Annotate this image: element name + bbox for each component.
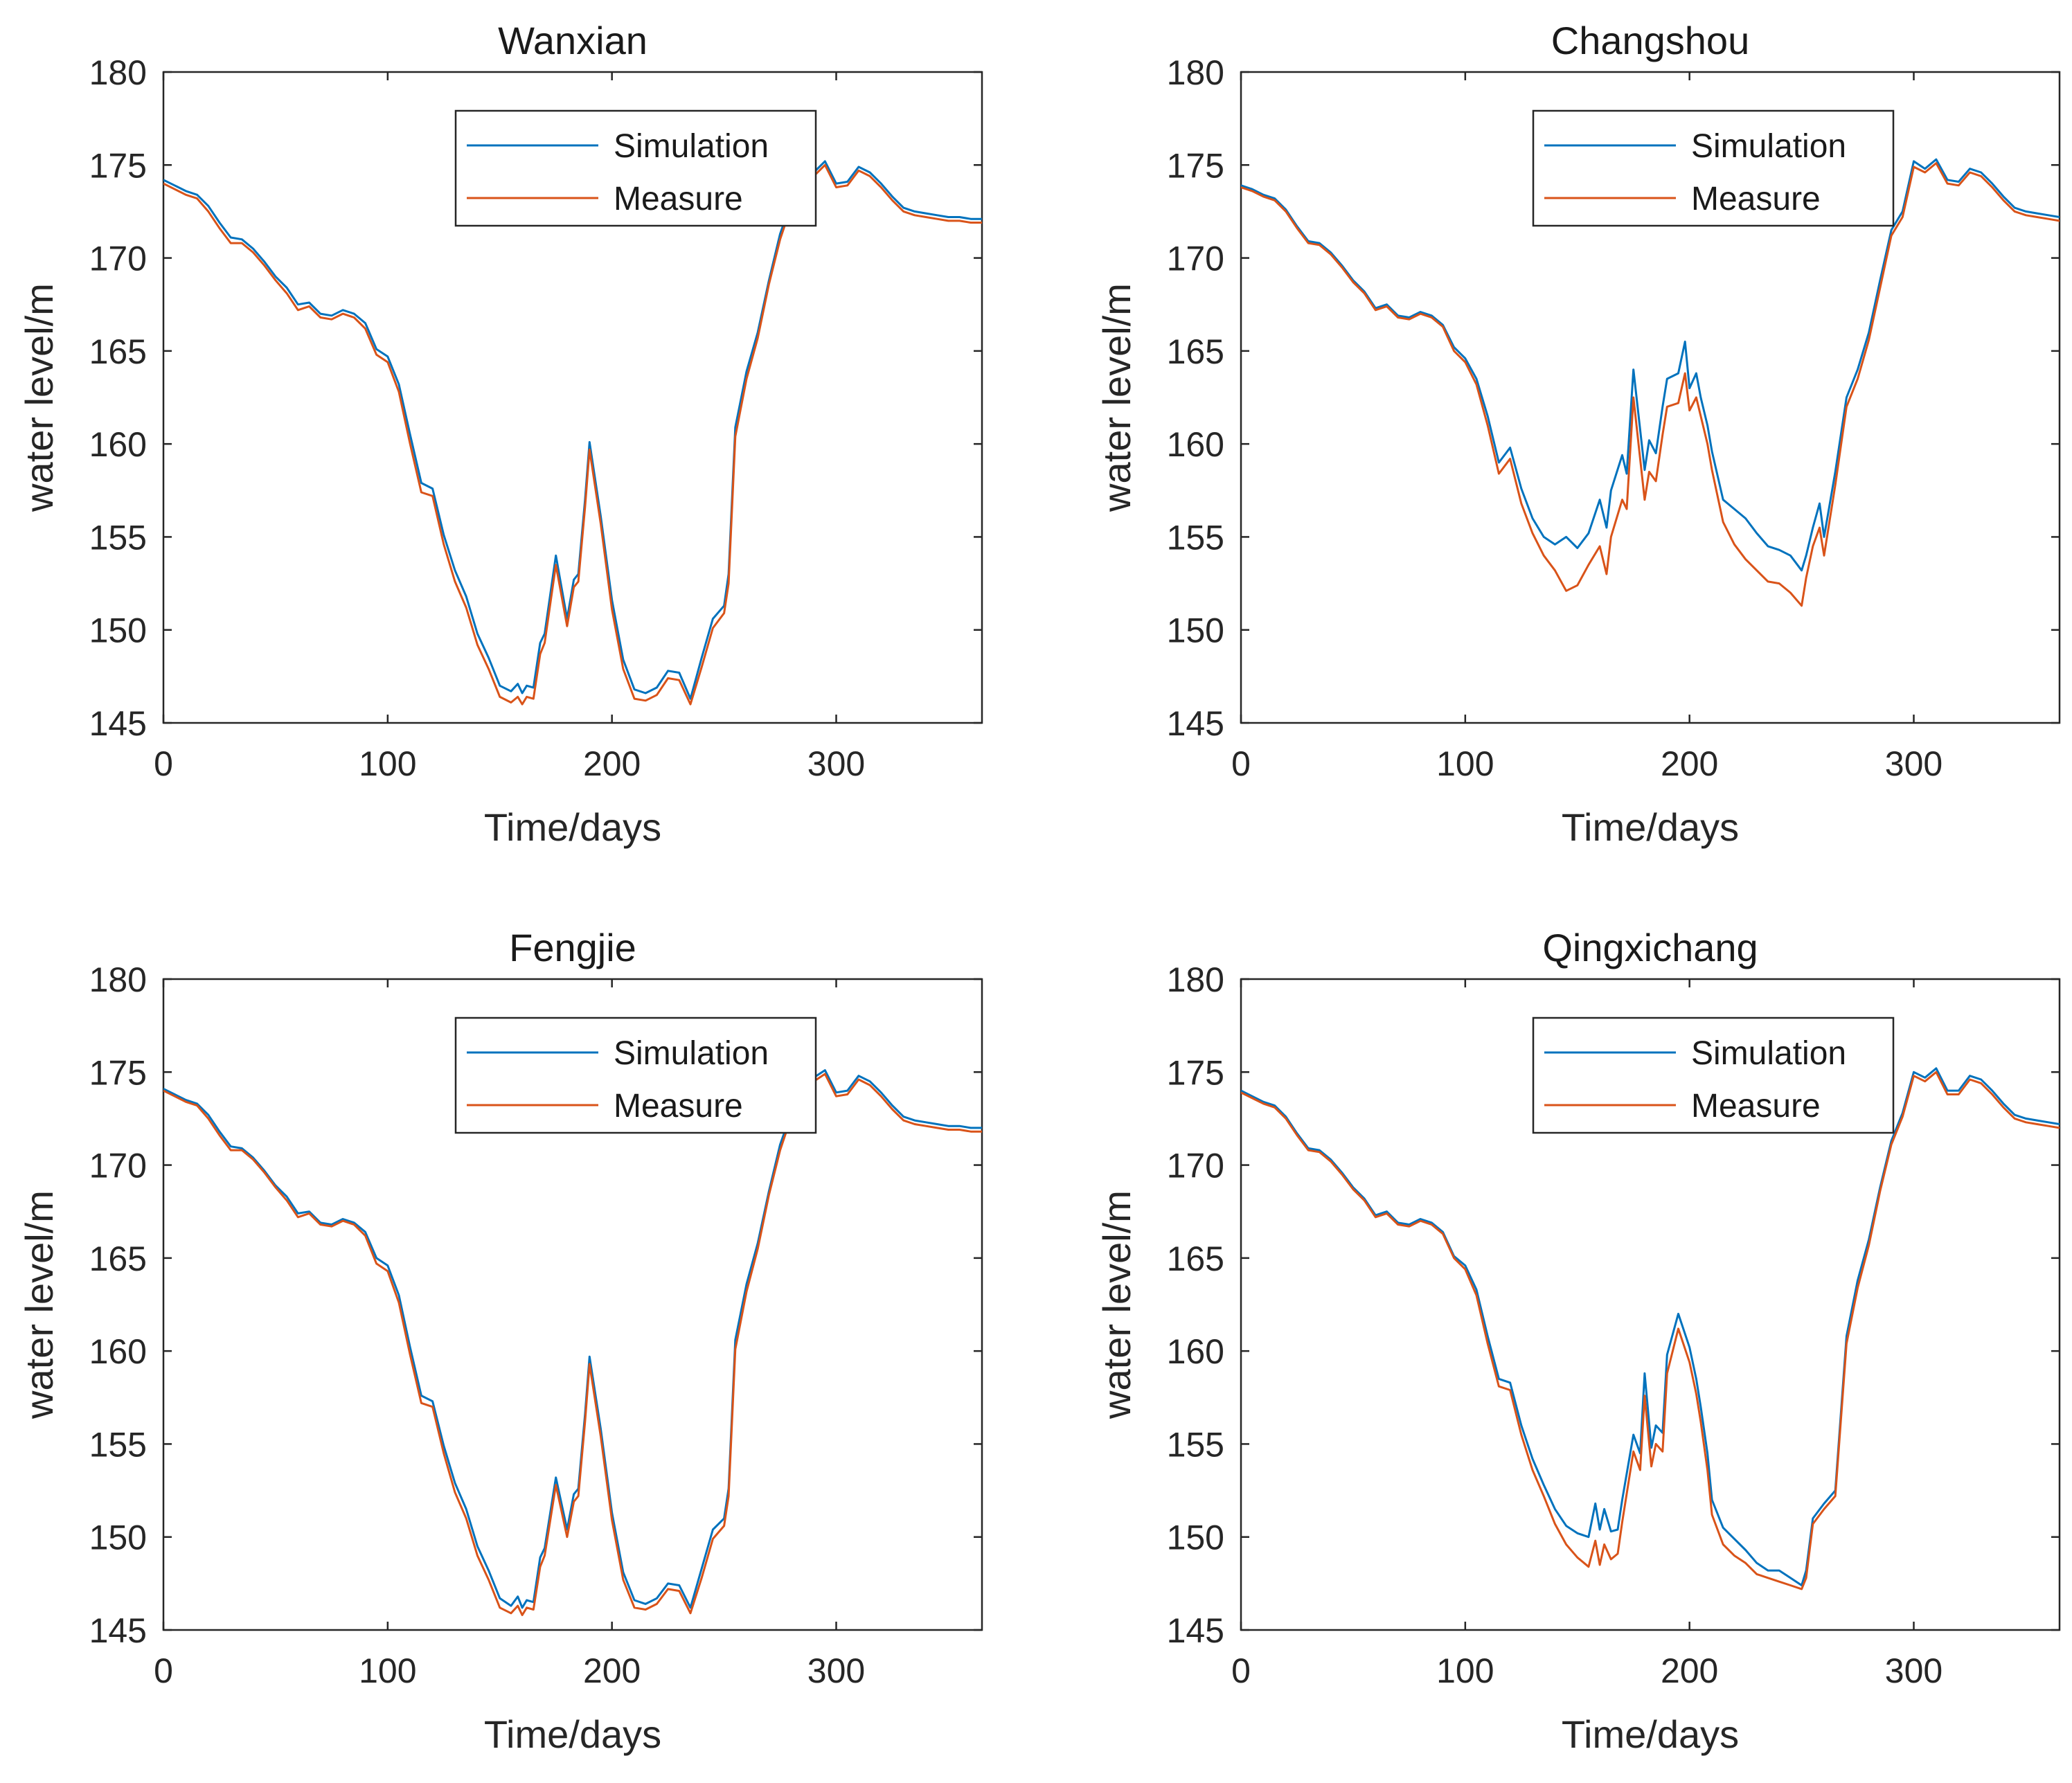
y-tick-label: 165 bbox=[89, 332, 147, 371]
y-tick-label: 175 bbox=[1167, 146, 1224, 185]
x-axis-label: Time/days bbox=[484, 1712, 661, 1756]
legend-label-measure: Measure bbox=[1691, 181, 1821, 217]
x-tick-label: 300 bbox=[1885, 744, 1942, 783]
series-line-simulation bbox=[163, 1069, 982, 1609]
chart-panel-qingxichang: Qingxichang 145 150 155 160 165 170 175 180 0 100 2… bbox=[1095, 926, 2061, 1756]
y-tick-label: 180 bbox=[1167, 53, 1224, 92]
legend-label-simulation: Simulation bbox=[614, 128, 769, 165]
chart-title: Changshou bbox=[1551, 19, 1749, 62]
legend: Simulation Measure bbox=[1532, 1016, 1895, 1134]
y-tick-label: 170 bbox=[89, 240, 147, 278]
x-tick-label: 200 bbox=[1661, 744, 1718, 783]
legend: Simulation Measure bbox=[1532, 109, 1895, 227]
x-tick-label: 100 bbox=[359, 744, 416, 783]
y-tick-label: 180 bbox=[1167, 960, 1224, 999]
legend-box bbox=[454, 1016, 817, 1134]
y-tick-label: 155 bbox=[1167, 1425, 1224, 1464]
y-tick-label: 145 bbox=[89, 704, 147, 743]
x-tick-label: 200 bbox=[583, 744, 641, 783]
y-tick-label: 165 bbox=[1167, 1239, 1224, 1278]
y-tick-label: 160 bbox=[1167, 1332, 1224, 1371]
legend-label-simulation: Simulation bbox=[1691, 128, 1846, 165]
legend-label-measure: Measure bbox=[614, 1088, 743, 1125]
y-tick-label: 150 bbox=[89, 611, 147, 650]
chart-panel-fengjie: Fengjie 145 150 155 160 165 170 175 180 0 100 200 30… bbox=[17, 926, 983, 1756]
x-tick-label: 200 bbox=[1661, 1651, 1718, 1690]
legend-label-simulation: Simulation bbox=[614, 1035, 769, 1072]
chart-panel-changshou: Changshou 145 150 155 160 165 170 175 180 0 100 200… bbox=[1095, 19, 2061, 849]
chart-title: Qingxichang bbox=[1542, 926, 1758, 969]
legend: Simulation Measure bbox=[454, 109, 817, 227]
y-tick-label: 180 bbox=[89, 960, 147, 999]
y-tick-label: 145 bbox=[89, 1611, 147, 1650]
y-axis-label: water level/m bbox=[1095, 1190, 1138, 1419]
y-tick-label: 170 bbox=[89, 1147, 147, 1185]
series-line-simulation bbox=[1241, 158, 2060, 572]
x-tick-label: 100 bbox=[359, 1651, 416, 1690]
y-tick-label: 165 bbox=[1167, 332, 1224, 371]
x-axis-label: Time/days bbox=[1562, 1712, 1739, 1756]
legend-label-measure: Measure bbox=[614, 181, 743, 217]
x-tick-label: 300 bbox=[807, 1651, 865, 1690]
x-tick-label: 100 bbox=[1436, 744, 1494, 783]
y-tick-label: 150 bbox=[1167, 1518, 1224, 1557]
x-tick-label: 0 bbox=[154, 744, 173, 783]
y-tick-label: 160 bbox=[89, 425, 147, 464]
y-tick-label: 170 bbox=[1167, 1147, 1224, 1185]
chart-title: Wanxian bbox=[498, 19, 648, 62]
legend-box bbox=[1532, 1016, 1895, 1134]
chart-title: Fengjie bbox=[509, 926, 636, 969]
y-axis-label: water level/m bbox=[17, 1190, 61, 1419]
y-tick-label: 150 bbox=[1167, 611, 1224, 650]
x-axis-label: Time/days bbox=[1562, 805, 1739, 849]
series-line-measure bbox=[163, 1073, 982, 1616]
y-tick-label: 175 bbox=[89, 146, 147, 185]
y-tick-label: 170 bbox=[1167, 240, 1224, 278]
y-tick-label: 160 bbox=[89, 1332, 147, 1371]
legend: Simulation Measure bbox=[454, 1016, 817, 1134]
x-tick-label: 300 bbox=[807, 744, 865, 783]
y-axis-label: water level/m bbox=[1095, 283, 1138, 512]
x-tick-label: 0 bbox=[1231, 1651, 1251, 1690]
y-tick-label: 155 bbox=[89, 518, 147, 557]
y-tick-label: 155 bbox=[89, 1425, 147, 1464]
series-line-measure bbox=[1241, 1070, 2060, 1591]
x-tick-label: 0 bbox=[154, 1651, 173, 1690]
legend-box bbox=[454, 109, 817, 227]
y-axis-label: water level/m bbox=[17, 283, 61, 512]
x-tick-label: 300 bbox=[1885, 1651, 1942, 1690]
series-line-measure bbox=[163, 163, 982, 706]
x-axis-label: Time/days bbox=[484, 805, 661, 849]
chart-panel-wanxian: Wanxian 145 150 155 160 165 170 175 180 0 100 200 30… bbox=[17, 19, 983, 849]
y-tick-label: 165 bbox=[89, 1239, 147, 1278]
series-line-simulation bbox=[163, 160, 982, 700]
legend-label-measure: Measure bbox=[1691, 1088, 1821, 1125]
y-tick-label: 160 bbox=[1167, 425, 1224, 464]
x-tick-label: 0 bbox=[1231, 744, 1251, 783]
y-tick-label: 145 bbox=[1167, 1611, 1224, 1650]
y-tick-label: 150 bbox=[89, 1518, 147, 1557]
y-tick-label: 180 bbox=[89, 53, 147, 92]
y-tick-label: 175 bbox=[89, 1053, 147, 1092]
x-tick-label: 100 bbox=[1436, 1651, 1494, 1690]
y-tick-label: 145 bbox=[1167, 704, 1224, 743]
series-line-measure bbox=[1241, 162, 2060, 607]
legend-label-simulation: Simulation bbox=[1691, 1035, 1846, 1072]
y-tick-label: 155 bbox=[1167, 518, 1224, 557]
y-tick-label: 175 bbox=[1167, 1053, 1224, 1092]
legend-box bbox=[1532, 109, 1895, 227]
x-tick-label: 200 bbox=[583, 1651, 641, 1690]
